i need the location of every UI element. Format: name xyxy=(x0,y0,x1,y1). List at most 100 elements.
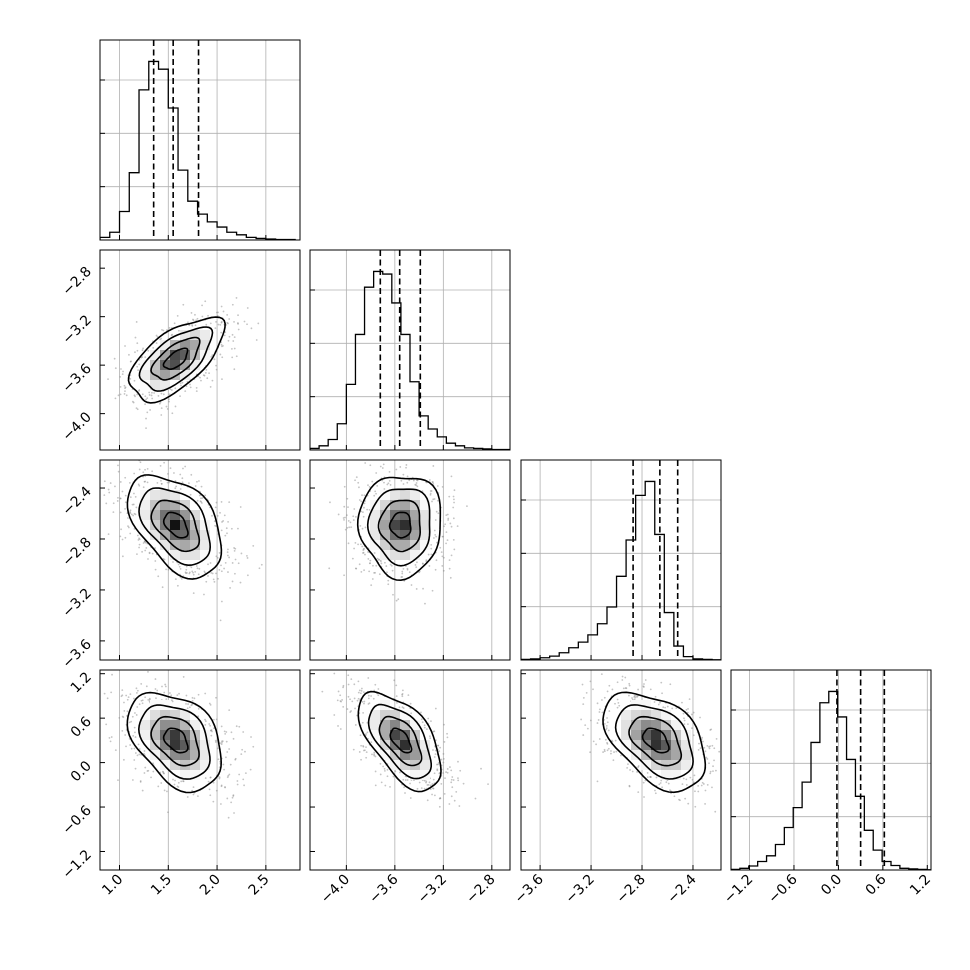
scatter-point xyxy=(209,386,212,388)
scatter-point xyxy=(242,778,245,781)
scatter-point xyxy=(133,492,135,495)
scatter-point xyxy=(220,320,223,323)
scatter-point xyxy=(442,569,445,572)
scatter-point xyxy=(387,579,390,582)
scatter-point xyxy=(130,747,133,750)
scatter-point xyxy=(211,354,214,357)
scatter-point xyxy=(168,326,171,329)
scatter-point xyxy=(665,781,668,784)
scatter-point xyxy=(179,567,182,570)
scatter-point xyxy=(135,714,138,716)
scatter-point xyxy=(343,485,346,488)
scatter-point xyxy=(197,573,200,576)
scatter-point xyxy=(110,736,113,738)
scatter-point xyxy=(353,547,355,550)
scatter-point xyxy=(706,783,709,786)
density-cell xyxy=(651,720,661,730)
scatter-point xyxy=(603,696,606,699)
scatter-point xyxy=(430,720,432,723)
density-cell xyxy=(661,740,671,750)
scatter-point xyxy=(105,723,108,726)
scatter-point xyxy=(703,746,706,749)
density-cell xyxy=(400,530,410,540)
scatter-point xyxy=(626,766,629,769)
scatter-point xyxy=(433,756,436,758)
scatter-point xyxy=(687,802,690,805)
density-cell xyxy=(681,740,691,750)
scatter-point xyxy=(229,587,231,589)
scatter-point xyxy=(188,482,190,485)
scatter-point xyxy=(441,565,444,567)
scatter-point xyxy=(218,568,221,571)
scatter-point xyxy=(225,740,228,743)
scatter-point xyxy=(356,714,358,717)
density-cell xyxy=(200,750,210,760)
scatter-point xyxy=(701,781,704,784)
x-tick-label: 2.5 xyxy=(246,872,273,899)
scatter-point xyxy=(346,708,349,710)
density-cell xyxy=(671,770,681,780)
scatter-point xyxy=(154,678,157,680)
density-cell xyxy=(631,730,641,740)
scatter-point xyxy=(455,790,458,793)
scatter-point xyxy=(201,315,204,318)
scatter-point xyxy=(723,755,725,757)
scatter-point xyxy=(186,707,189,710)
density-cell xyxy=(410,500,420,510)
scatter-point xyxy=(445,771,447,773)
scatter-point xyxy=(718,750,721,753)
scatter-point xyxy=(209,322,212,325)
scatter-point xyxy=(367,484,369,487)
scatter-point xyxy=(434,568,437,571)
scatter-point xyxy=(141,393,144,396)
x-tick-label: −3.6 xyxy=(366,871,401,906)
density-cell xyxy=(160,720,170,730)
scatter-point xyxy=(134,712,136,714)
scatter-point xyxy=(349,443,351,445)
scatter-point xyxy=(601,711,604,714)
scatter-point xyxy=(442,556,445,559)
scatter-point xyxy=(355,476,358,479)
scatter-point xyxy=(617,702,620,704)
scatter-point xyxy=(230,801,233,804)
density-cell xyxy=(180,370,190,380)
scatter-point xyxy=(162,771,165,774)
scatter-point xyxy=(387,583,390,586)
scatter-point xyxy=(146,397,149,400)
scatter-point xyxy=(667,782,670,785)
scatter-point xyxy=(360,758,362,761)
scatter-point xyxy=(442,761,445,764)
scatter-point xyxy=(164,685,167,688)
scatter-point xyxy=(620,754,622,757)
scatter-point xyxy=(212,781,215,784)
scatter-point xyxy=(228,335,231,338)
scatter-point xyxy=(708,745,710,748)
scatter-point xyxy=(215,364,217,367)
density-cell xyxy=(160,340,170,350)
scatter-point xyxy=(379,773,382,776)
scatter-point xyxy=(107,533,110,536)
density-cell xyxy=(410,750,420,760)
scatter-point xyxy=(160,414,163,416)
contour-line xyxy=(162,511,189,539)
scatter-point xyxy=(693,774,696,777)
scatter-point xyxy=(133,759,136,761)
scatter-point xyxy=(138,748,141,750)
scatter-point xyxy=(432,749,434,751)
scatter-point xyxy=(196,317,199,320)
scatter-point xyxy=(352,515,355,518)
scatter-point xyxy=(446,771,449,774)
density-cell xyxy=(160,490,170,500)
scatter-point xyxy=(352,748,355,751)
scatter-point xyxy=(373,753,375,756)
scatter-point xyxy=(612,759,615,762)
scatter-point xyxy=(444,523,447,526)
density-cell xyxy=(160,700,170,710)
scatter-point xyxy=(215,320,217,323)
scatter-point xyxy=(121,729,124,732)
scatter-point xyxy=(360,570,363,573)
contour-line xyxy=(389,727,413,754)
scatter-point xyxy=(649,775,652,778)
scatter-point xyxy=(595,666,597,668)
density-cell xyxy=(190,750,200,760)
